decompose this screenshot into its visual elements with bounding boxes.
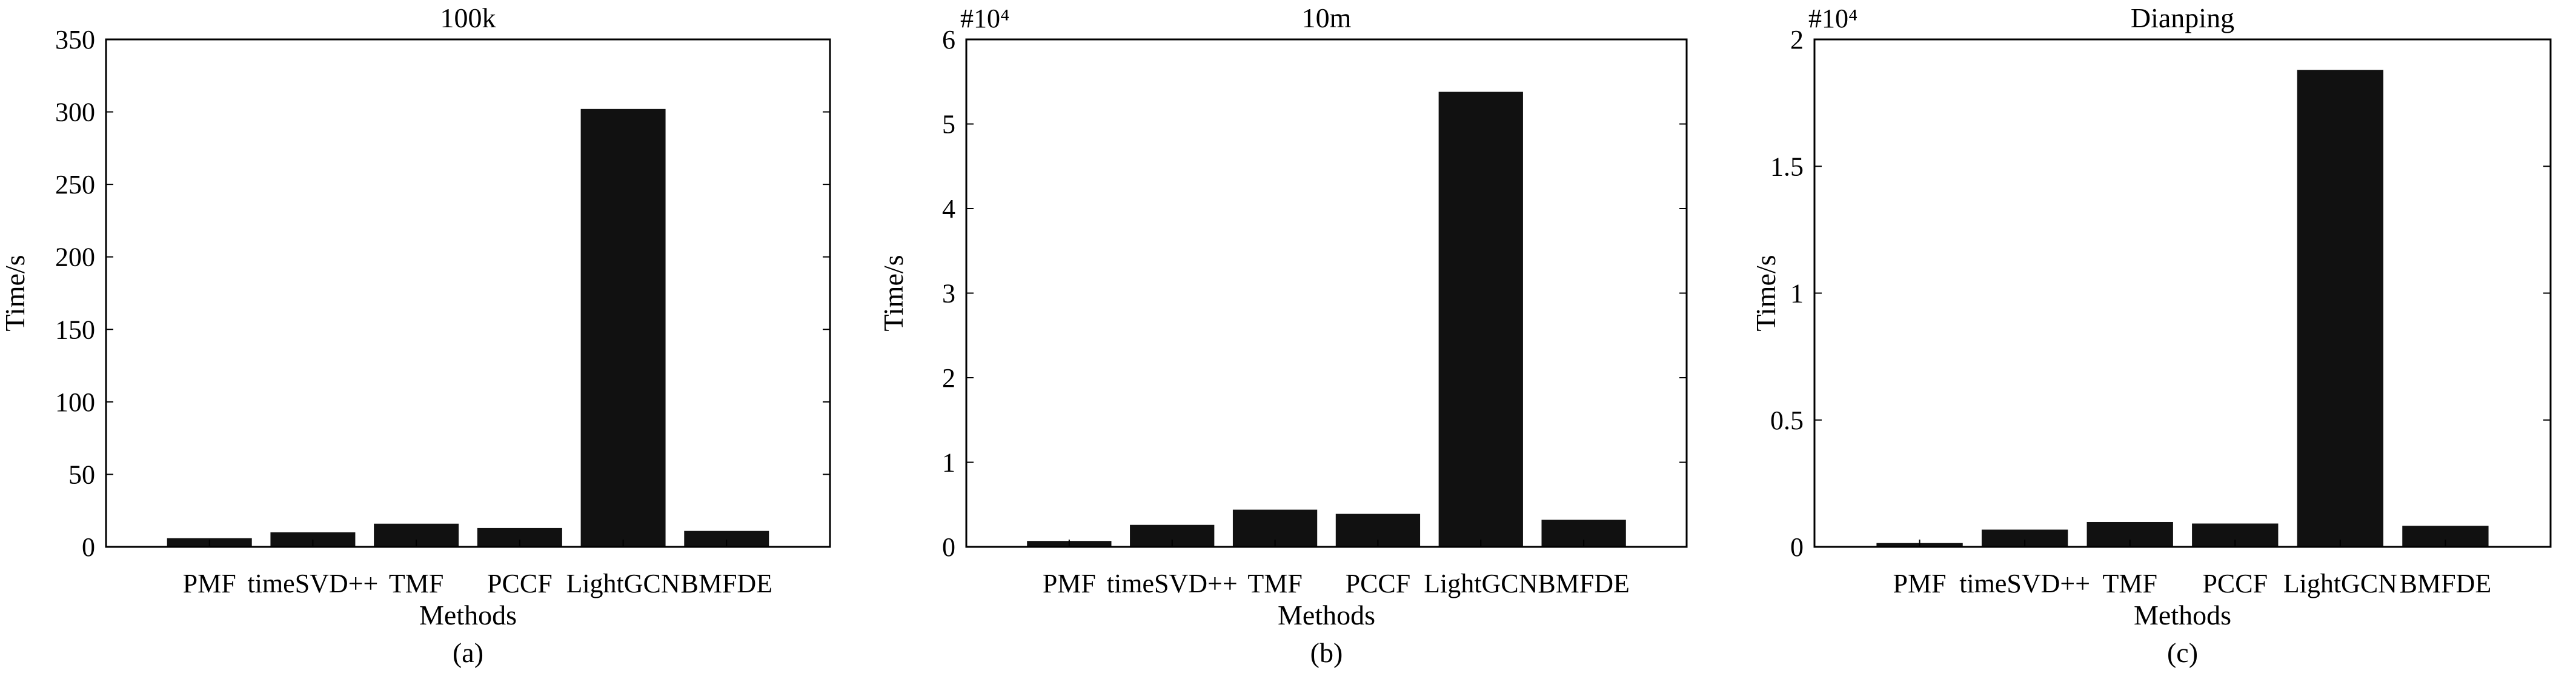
bar-lightgcn	[2297, 70, 2384, 547]
y-tick-label: 3	[942, 279, 955, 309]
x-tick-label: LightGCN	[1424, 569, 1538, 598]
x-tick-label: TMF	[2102, 569, 2157, 598]
y-tick-label: 6	[942, 25, 955, 55]
y-tick-label: 5	[942, 110, 955, 139]
chart-panel-a: PMF timeSVD++ TMF PCCF LightGCN BMFDE 0 50 100 15…	[0, 2, 831, 668]
y-tick-label: 2	[1790, 25, 1804, 55]
panel-caption: (b)	[1310, 637, 1343, 668]
plot-frame	[105, 38, 831, 548]
y-axis-label: Time/s	[0, 255, 30, 331]
x-tick-label: TMF	[389, 569, 443, 598]
chart-title: Dianping	[2131, 2, 2234, 33]
plot-frame	[965, 38, 1688, 548]
x-tick-label: TMF	[1247, 569, 1302, 598]
y-tick-label: 250	[55, 170, 95, 199]
y-tick-label: 0	[82, 532, 95, 562]
x-axis-label: Methods	[1278, 600, 1375, 631]
y-tick-label: 50	[68, 460, 95, 489]
chart-panel-c: PMF timeSVD++ TMF PCCF LightGCN BMFDE 0 0.5 1 1.5…	[1750, 2, 2552, 668]
x-tick-label: timeSVD++	[1959, 569, 2090, 598]
chart-title: 100k	[440, 2, 496, 33]
chart-title: 10m	[1302, 2, 1352, 33]
y-axis-multiplier: #10⁴	[960, 4, 1009, 33]
plot-frame	[1813, 38, 2552, 548]
x-axis-label: Methods	[2134, 600, 2231, 631]
x-tick-label: PCCF	[2202, 569, 2268, 598]
y-tick-label: 300	[55, 98, 95, 127]
y-tick-label: 1.5	[1770, 152, 1804, 181]
y-tick-label: 4	[942, 194, 955, 224]
y-tick-label: 1	[942, 448, 955, 478]
x-tick-label: PCCF	[487, 569, 553, 598]
y-axis-label: Time/s	[878, 255, 909, 331]
y-tick-label: 350	[55, 25, 95, 55]
bar-lightgcn	[580, 109, 666, 547]
x-tick-label: timeSVD++	[247, 569, 378, 598]
x-tick-label: BMFDE	[680, 569, 772, 598]
y-tick-label: 100	[55, 387, 95, 417]
y-tick-label: 0	[942, 532, 955, 562]
y-tick-label: 150	[55, 315, 95, 344]
panel-caption: (c)	[2167, 637, 2198, 668]
panel-caption: (a)	[453, 637, 483, 668]
x-axis-label: Methods	[419, 600, 517, 631]
x-tick-label: PCCF	[1346, 569, 1411, 598]
x-tick-label: BMFDE	[1538, 569, 1630, 598]
y-tick-label: 1	[1790, 279, 1804, 309]
x-tick-label: PMF	[183, 569, 236, 598]
x-tick-label: BMFDE	[2400, 569, 2492, 598]
y-tick-label: 2	[942, 363, 955, 393]
y-axis-multiplier: #10⁴	[1808, 4, 1857, 33]
y-axis-label: Time/s	[1750, 255, 1781, 331]
y-tick-label: 0.5	[1770, 406, 1804, 435]
y-tick-label: 200	[55, 243, 95, 272]
chart-panel-b: PMF timeSVD++ TMF PCCF LightGCN BMFDE 0 1 2 3 4 5 6 1…	[878, 2, 1688, 668]
x-tick-label: LightGCN	[2283, 569, 2397, 598]
x-tick-label: timeSVD++	[1107, 569, 1238, 598]
bar-lightgcn	[1438, 92, 1523, 547]
x-tick-label: PMF	[1043, 569, 1096, 598]
y-tick-label: 0	[1790, 532, 1804, 562]
x-tick-label: PMF	[1893, 569, 1947, 598]
x-tick-label: LightGCN	[566, 569, 680, 598]
